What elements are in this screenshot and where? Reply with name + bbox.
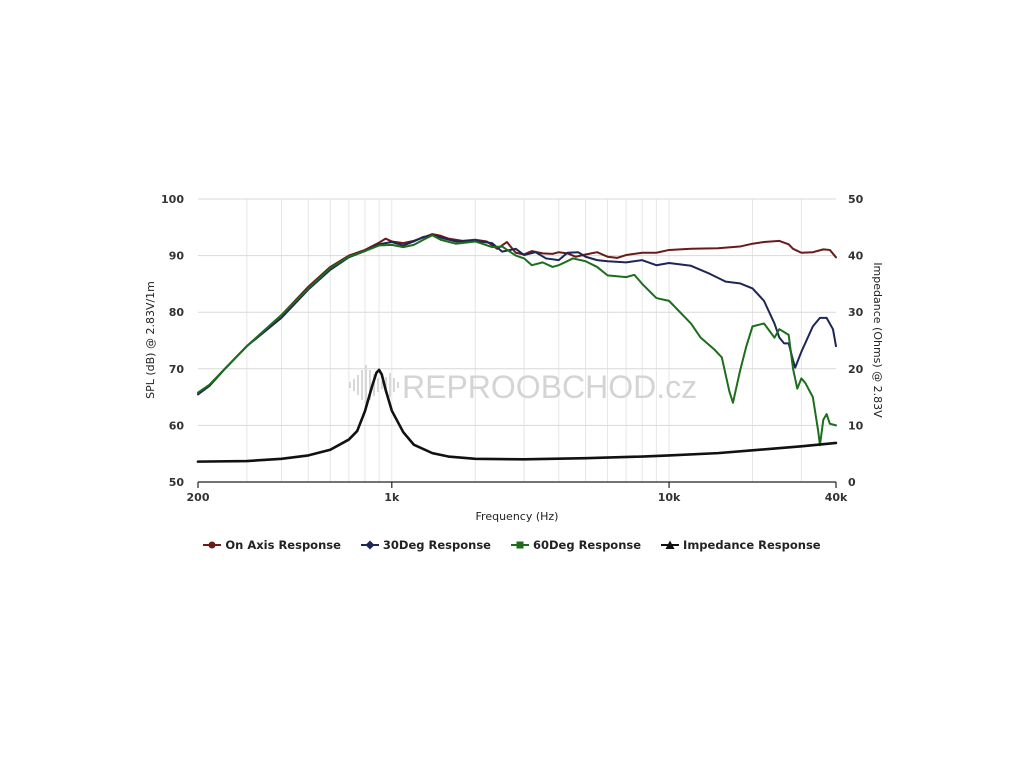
series-line-impedance-response[interactable] — [196, 368, 838, 463]
x-tick-label: 200 — [187, 491, 210, 504]
reproobchod-watermark: REPROOBCHOD.cz — [349, 365, 697, 405]
y2-tick-label: 40 — [848, 250, 864, 263]
y2-axis-title: Impedance (Ohms) @ 2.83V — [871, 262, 884, 418]
legend-label: Impedance Response — [683, 538, 821, 552]
y-tick-label: 50 — [169, 476, 185, 489]
square-marker-icon — [510, 541, 529, 549]
diamond-marker-icon — [360, 540, 379, 550]
chart-legend: On Axis Response 30Deg Response 60Deg Re… — [0, 538, 1024, 552]
legend-label: 60Deg Response — [532, 538, 642, 552]
y-tick-label: 60 — [169, 419, 185, 432]
x-tick-label: 1k — [384, 491, 400, 504]
triangle-marker-icon — [661, 540, 680, 549]
series-line-60deg-response[interactable] — [197, 234, 837, 447]
watermark-soundwave-icon — [349, 365, 399, 405]
circle-marker-icon — [203, 541, 222, 549]
legend-label: On Axis Response — [225, 538, 341, 552]
y-tick-label: 70 — [169, 363, 185, 376]
x-axis-title: Frequency (Hz) — [476, 510, 559, 523]
y2-tick-label: 0 — [848, 476, 856, 489]
y-axis-title: SPL (dB) @ 2.83V/1m — [144, 281, 157, 399]
x-tick-label: 10k — [658, 491, 681, 504]
y-tick-label: 90 — [169, 250, 185, 263]
plot-series — [196, 233, 838, 463]
legend-item-30deg[interactable]: 30Deg Response — [360, 538, 491, 552]
legend-label: 30Deg Response — [382, 538, 491, 552]
y2-tick-label: 10 — [848, 419, 864, 432]
y2-tick-label: 30 — [848, 306, 864, 319]
y2-tick-label: 50 — [848, 193, 864, 206]
y-tick-label: 80 — [169, 306, 185, 319]
legend-item-on-axis[interactable]: On Axis Response — [203, 538, 341, 552]
plot-grid — [198, 198, 836, 483]
plot-axes: 200 1k 10k 40k 50 60 70 80 90 100 0 10 20 30 40 50 — [161, 193, 864, 504]
y2-tick-label: 20 — [848, 363, 864, 376]
legend-item-impedance[interactable]: Impedance Response — [661, 538, 821, 552]
watermark-text: REPROOBCHOD.cz — [402, 369, 697, 405]
y-tick-label: 100 — [161, 193, 184, 206]
legend-item-60deg[interactable]: 60Deg Response — [510, 538, 642, 552]
x-tick-label: 40k — [825, 491, 848, 504]
